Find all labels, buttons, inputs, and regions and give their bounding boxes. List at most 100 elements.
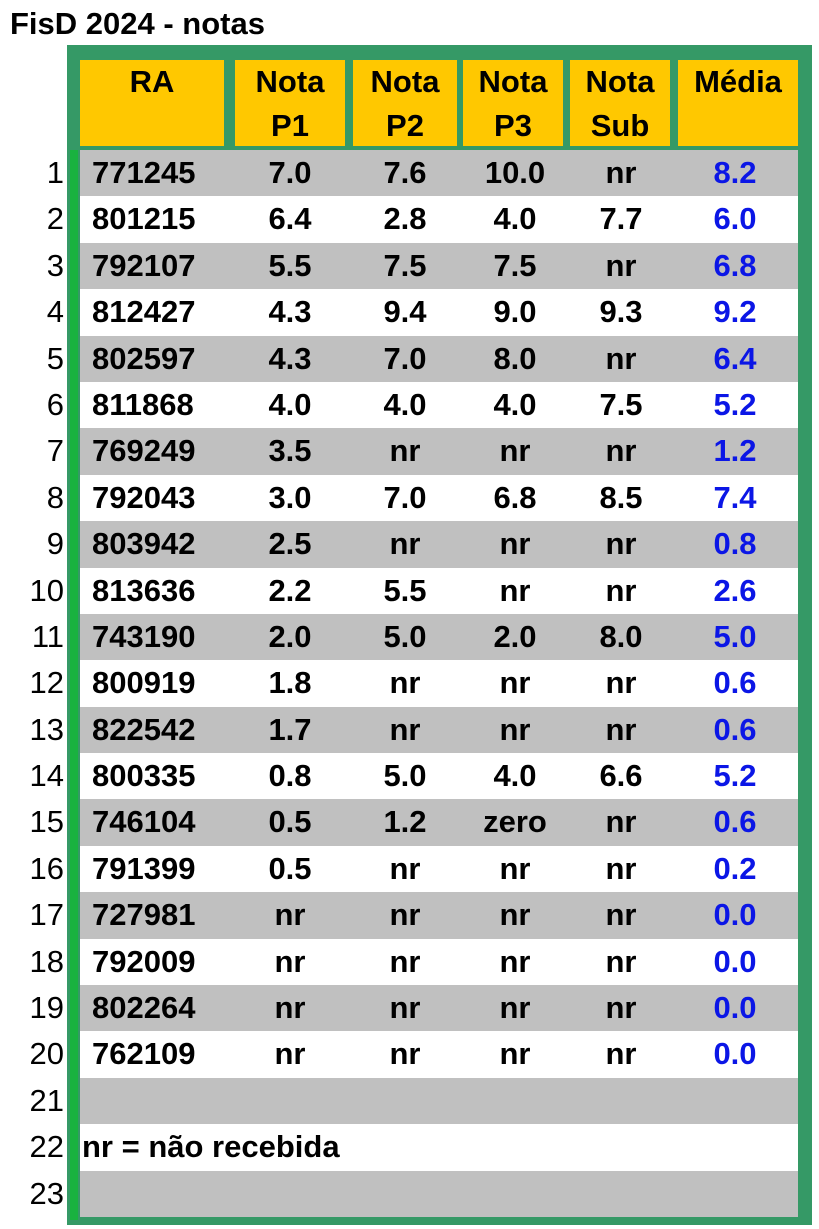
legend-row: nr = não recebida [80, 1124, 798, 1171]
legend-note: nr = não recebida [82, 1129, 340, 1165]
ra-cell: 792107 [92, 247, 196, 283]
p2-cell: 1.2 [383, 804, 427, 840]
ra-cell: 803942 [92, 526, 196, 562]
p1-cell: 7.0 [268, 155, 312, 190]
media-cell: 9.2 [713, 294, 757, 330]
p3-cell: 7.5 [493, 247, 537, 283]
media-cell: 0.2 [713, 850, 757, 886]
media-cell: 7.4 [713, 479, 757, 515]
row-number: 1 [46, 155, 64, 190]
p1-cell: 1.7 [268, 711, 312, 747]
row-number: 5 [46, 340, 64, 376]
sub-cell: 7.5 [599, 386, 643, 422]
media-cell: 1.2 [713, 433, 757, 469]
p2-cell: nr [389, 897, 421, 933]
row-number: 19 [29, 990, 64, 1026]
p3-cell: nr [499, 897, 531, 933]
empty-row [80, 1077, 798, 1125]
ra-cell: 813636 [92, 572, 196, 608]
p2-cell: 2.8 [383, 201, 427, 237]
row-number: 14 [29, 758, 64, 794]
table-row: 811868 4.0 4.0 4.0 7.5 5.2 [80, 381, 798, 429]
sub-cell: 7.7 [599, 201, 643, 237]
empty-row [80, 1170, 798, 1217]
row-number-column: 1 2 3 4 5 6 7 8 9 10 11 12 13 14 15 16 17 18 19 20 21 22 23 [0, 150, 66, 1217]
table-row: 800335 0.8 5.0 4.0 6.6 5.2 [80, 753, 798, 800]
ra-cell: 762109 [92, 1036, 196, 1072]
p1-cell: 1.8 [268, 665, 312, 701]
ra-cell: 802597 [92, 340, 196, 376]
p2-cell: 4.0 [383, 386, 427, 422]
row-number: 23 [29, 1175, 64, 1211]
media-cell: 0.0 [713, 943, 757, 979]
p2-cell: nr [389, 526, 421, 562]
row-number: 2 [46, 201, 64, 237]
header-media: Média [678, 60, 798, 146]
page-title: FisD 2024 - notas [10, 6, 265, 41]
header-ra: RA [80, 60, 224, 146]
ra-cell: 727981 [92, 897, 196, 933]
media-cell: 5.0 [713, 618, 757, 654]
header-sub-line2: Sub [590, 108, 650, 143]
p2-cell: 9.4 [383, 294, 427, 330]
p1-cell: 2.0 [268, 618, 312, 654]
p3-cell: 6.8 [493, 479, 537, 515]
row-number: 8 [46, 479, 64, 515]
p1-cell: nr [274, 1036, 306, 1072]
row-number: 15 [29, 804, 64, 840]
table-row: 802597 4.3 7.0 8.0 nr 6.4 [80, 335, 798, 382]
p2-cell: nr [389, 850, 421, 886]
header-ra-label: RA [129, 64, 175, 99]
media-cell: 0.0 [713, 990, 757, 1026]
p3-cell: 4.0 [493, 758, 537, 794]
p3-cell: nr [499, 1036, 531, 1072]
table-row: 792043 3.0 7.0 6.8 8.5 7.4 [80, 474, 798, 522]
sub-cell: nr [605, 711, 637, 747]
sub-cell: nr [605, 1036, 637, 1072]
row-number: 21 [29, 1082, 64, 1118]
ra-cell: 792043 [92, 479, 196, 515]
sub-cell: nr [605, 850, 637, 886]
p3-cell: 9.0 [493, 294, 537, 330]
p3-cell: 4.0 [493, 386, 537, 422]
p3-cell: nr [499, 572, 531, 608]
sub-cell: nr [605, 572, 637, 608]
p2-cell: 5.0 [383, 758, 427, 794]
sub-cell: 8.0 [599, 618, 643, 654]
sub-cell: nr [605, 943, 637, 979]
table-row: 769249 3.5 nr nr nr 1.2 [80, 428, 798, 475]
ra-cell: 792009 [92, 943, 196, 979]
ra-cell: 800919 [92, 665, 196, 701]
p3-cell: nr [499, 990, 531, 1026]
ra-cell: 743190 [92, 618, 196, 654]
header-p2-line2: P2 [386, 108, 424, 143]
row-number: 11 [31, 618, 64, 654]
p3-cell: nr [499, 665, 531, 701]
row-number: 7 [46, 433, 64, 469]
media-cell: 0.0 [713, 1036, 757, 1072]
header-p1: Nota P1 [235, 60, 345, 146]
p3-cell: nr [499, 433, 531, 469]
sub-cell: nr [605, 433, 637, 469]
ra-cell: 802264 [92, 990, 196, 1026]
p3-cell: 4.0 [493, 201, 537, 237]
p2-cell: 7.0 [383, 479, 427, 515]
p2-cell: 7.0 [383, 340, 427, 376]
p1-cell: 6.4 [268, 201, 312, 237]
table-row: 746104 0.5 1.2 zero nr 0.6 [80, 799, 798, 846]
media-cell: 5.2 [713, 386, 757, 422]
table-row: 792009 nr nr nr nr 0.0 [80, 938, 798, 986]
ra-cell: 800335 [92, 758, 196, 794]
row-number: 3 [46, 247, 64, 283]
table-body: 771245 7.0 7.6 10.0 nr 8.2 801215 6.4 2.8 4.0 7.7 6… [80, 150, 798, 1217]
p3-cell: nr [499, 711, 531, 747]
p3-cell: 2.0 [493, 618, 537, 654]
media-cell: 8.2 [713, 155, 757, 190]
p3-cell: nr [499, 943, 531, 979]
sub-cell: nr [605, 990, 637, 1026]
p1-cell: 0.5 [268, 804, 312, 840]
table-row: 822542 1.7 nr nr nr 0.6 [80, 706, 798, 754]
row-number: 10 [29, 572, 64, 608]
p1-cell: nr [274, 990, 306, 1026]
p2-cell: nr [389, 990, 421, 1026]
